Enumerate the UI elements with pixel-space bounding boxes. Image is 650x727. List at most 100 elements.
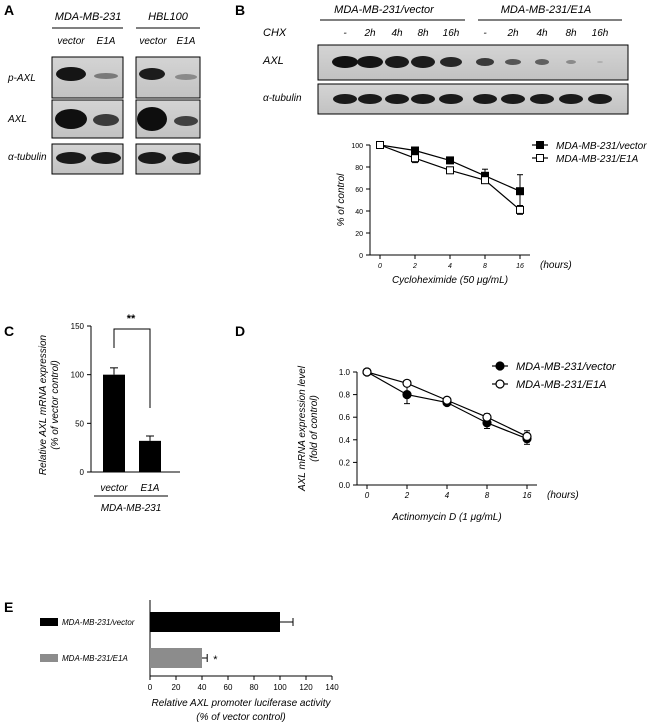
blot-band xyxy=(357,56,383,68)
legend-marker xyxy=(536,154,544,162)
blot-band xyxy=(530,94,554,104)
legend-label: MDA-MB-231/vector xyxy=(556,141,647,152)
blot-band xyxy=(172,152,200,164)
y-axis-label: AXL mRNA expression level xyxy=(297,365,308,492)
blot-band xyxy=(137,107,167,131)
y-tick-label: 0.0 xyxy=(339,481,351,490)
y-axis-label: (fold of control) xyxy=(309,395,320,462)
y-tick-label: 0.6 xyxy=(339,413,351,422)
blot-band xyxy=(56,152,86,164)
lane-label: vector xyxy=(139,36,167,47)
x-tick-label: 16 xyxy=(523,491,532,500)
y-axis-label: (% of vector control) xyxy=(50,360,61,449)
lane-label: 8h xyxy=(417,28,429,39)
x-tick-label: 2 xyxy=(412,263,417,270)
y-tick-label: 100 xyxy=(351,143,363,150)
y-tick-label: 1.0 xyxy=(339,368,351,377)
x-tick-label: 0 xyxy=(378,263,382,270)
lane-label: 16h xyxy=(592,28,609,39)
data-point xyxy=(481,176,489,185)
legend-label: MDA-MB-231/vector xyxy=(516,361,617,373)
lane-label: 4h xyxy=(391,28,403,39)
luciferase-bar-chart: 0 20 40 60 80 100 120 140 MDA-MB-231/vector * MDA-… xyxy=(40,600,339,723)
panel-letter-b: B xyxy=(235,2,245,18)
significance-mark: ** xyxy=(127,313,136,325)
series-line xyxy=(379,144,521,211)
significance-bracket xyxy=(113,328,151,408)
lane-label: 8h xyxy=(565,28,577,39)
panel-letter-c: C xyxy=(4,323,14,339)
legend-swatch xyxy=(40,654,58,662)
y-tick-label: 0 xyxy=(359,253,363,260)
bar xyxy=(103,374,125,472)
x-tick-label: 2 xyxy=(404,491,410,500)
x-tick-label: 4 xyxy=(445,491,450,500)
y-tick-label: 0.8 xyxy=(339,391,351,400)
bar xyxy=(150,612,280,632)
blot-band xyxy=(476,58,494,66)
x-tick-label: 40 xyxy=(198,683,207,692)
x-tick-label: 4 xyxy=(448,263,452,270)
y-tick-label: 0 xyxy=(80,468,85,477)
lane-label: vector xyxy=(57,36,85,47)
blot-band xyxy=(358,94,382,104)
blot-label: p-AXL xyxy=(7,73,36,84)
chx-label: CHX xyxy=(263,27,287,39)
y-tick-label: 60 xyxy=(355,187,363,194)
blot-band xyxy=(411,56,435,68)
data-point xyxy=(376,141,384,149)
group-label: MDA-MB-231 xyxy=(101,503,162,514)
lane-label: 2h xyxy=(506,28,519,39)
data-point xyxy=(442,395,452,405)
data-point xyxy=(522,431,532,442)
group-label: MDA-MB-231/vector xyxy=(334,4,435,16)
blot-label: α-tubulin xyxy=(263,93,302,104)
lane-label: 2h xyxy=(363,28,376,39)
group-label: MDA-MB-231/E1A xyxy=(501,4,591,16)
x-tick-label: 16 xyxy=(516,263,524,270)
x-tick-label: 20 xyxy=(172,683,181,692)
y-tick-label: 80 xyxy=(355,165,363,172)
mrna-bar-chart: 0 50 100 150 vector E1A ** MDA-MB-231 Relative A… xyxy=(38,313,180,514)
x-axis-label: Actinomycin D (1 μg/mL) xyxy=(391,512,501,523)
blot-band xyxy=(588,94,612,104)
blot-band xyxy=(333,94,357,104)
panel-letter-d: D xyxy=(235,323,245,339)
y-tick-label: 20 xyxy=(355,231,363,238)
x-unit-label: (hours) xyxy=(540,260,572,271)
blot-band xyxy=(559,94,583,104)
blot-band xyxy=(91,152,121,164)
blot-label: AXL xyxy=(262,55,284,67)
data-point xyxy=(516,205,524,214)
data-point xyxy=(516,187,524,196)
data-point xyxy=(362,367,372,377)
data-point xyxy=(446,166,454,175)
lane-label: E1A xyxy=(177,36,196,47)
category-label: MDA-MB-231/vector xyxy=(62,618,135,627)
legend-swatch xyxy=(40,618,58,626)
x-tick-label: 120 xyxy=(299,683,313,692)
lane-label: 4h xyxy=(536,28,548,39)
y-axis-label: Relative AXL mRNA expression xyxy=(38,334,49,475)
x-tick-label: 0 xyxy=(148,683,153,692)
x-tick-label: 8 xyxy=(485,491,490,500)
category-label: vector xyxy=(100,483,128,494)
x-axis-label: Cycloheximide (50 μg/mL) xyxy=(392,275,508,286)
blot-band xyxy=(94,73,118,79)
blot-band xyxy=(473,94,497,104)
data-point xyxy=(482,412,492,422)
blot-band xyxy=(138,152,166,164)
significance-mark: * xyxy=(213,654,218,666)
blot-band xyxy=(55,109,87,129)
y-tick-label: 40 xyxy=(355,209,363,216)
x-tick-label: 100 xyxy=(273,683,287,692)
blot-band xyxy=(385,56,409,68)
y-tick-label: 100 xyxy=(71,371,85,380)
category-label: E1A xyxy=(141,483,160,494)
blot-band xyxy=(175,74,197,80)
blot-band xyxy=(56,67,86,81)
data-point xyxy=(446,156,454,165)
blot-band xyxy=(411,94,435,104)
legend-label: MDA-MB-231/E1A xyxy=(516,379,606,391)
